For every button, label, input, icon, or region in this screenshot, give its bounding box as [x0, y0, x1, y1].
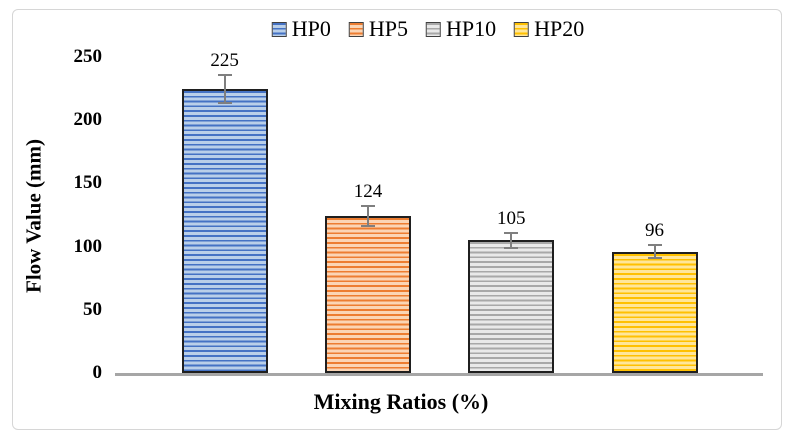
y-tick-label-250: 250 — [73, 46, 103, 67]
legend-label-hp20: HP20 — [534, 16, 585, 41]
error-bar-hp0-top-cap — [217, 73, 232, 76]
legend-item-hp5: HP5 — [348, 16, 408, 41]
error-bar-hp20-bottom-cap — [647, 256, 662, 259]
legend-label-hp10: HP10 — [446, 16, 497, 41]
y-tick-label-150: 150 — [73, 172, 103, 194]
error-bar-hp10 — [510, 232, 513, 248]
y-tick-label-100: 100 — [73, 235, 103, 257]
bar-hp5 — [324, 216, 411, 373]
error-bar-hp10-bottom-cap — [504, 246, 519, 249]
bar-hp20 — [611, 251, 698, 373]
data-label-hp0: 225 — [210, 49, 239, 71]
legend-item-hp20: HP20 — [514, 18, 584, 40]
data-label-hp5: 124 — [353, 181, 383, 203]
bar-hp0 — [181, 88, 268, 373]
y-tick-label-0: 0 — [92, 362, 103, 383]
y-tick-label-50: 50 — [83, 298, 102, 320]
legend-swatch-hp20 — [514, 21, 530, 37]
data-label-hp10: 105 — [497, 207, 526, 229]
error-bar-hp5-bottom-cap — [360, 225, 375, 228]
y-tick-label-200: 200 — [73, 109, 103, 131]
x-axis-title: Mixing Ratios (%) — [313, 389, 489, 414]
error-bar-hp20-top-cap — [647, 244, 662, 247]
data-label-hp20: 96 — [645, 220, 665, 242]
legend-item-hp10: HP10 — [426, 18, 496, 40]
y-axis-title: Flow Value (mm) — [21, 139, 46, 293]
legend-label-hp5: HP5 — [368, 16, 408, 41]
legend-label-hp0: HP0 — [291, 16, 331, 41]
error-bar-hp10-top-cap — [504, 231, 519, 234]
error-bar-hp5-top-cap — [360, 205, 375, 208]
error-bar-hp0 — [223, 74, 226, 103]
legend-swatch-hp10 — [426, 21, 441, 37]
bar-hp10 — [468, 240, 555, 373]
error-bar-hp0-bottom-cap — [217, 101, 232, 104]
legend-swatch-hp5 — [348, 21, 364, 37]
legend-swatch-hp0 — [271, 21, 287, 37]
legend-item-hp0: HP0 — [271, 16, 331, 41]
error-bar-hp5 — [366, 206, 369, 227]
x-axis-line — [115, 373, 763, 376]
error-bar-hp20 — [653, 245, 656, 258]
legend: HP0 HP5 HP10 HP20 — [271, 16, 584, 41]
